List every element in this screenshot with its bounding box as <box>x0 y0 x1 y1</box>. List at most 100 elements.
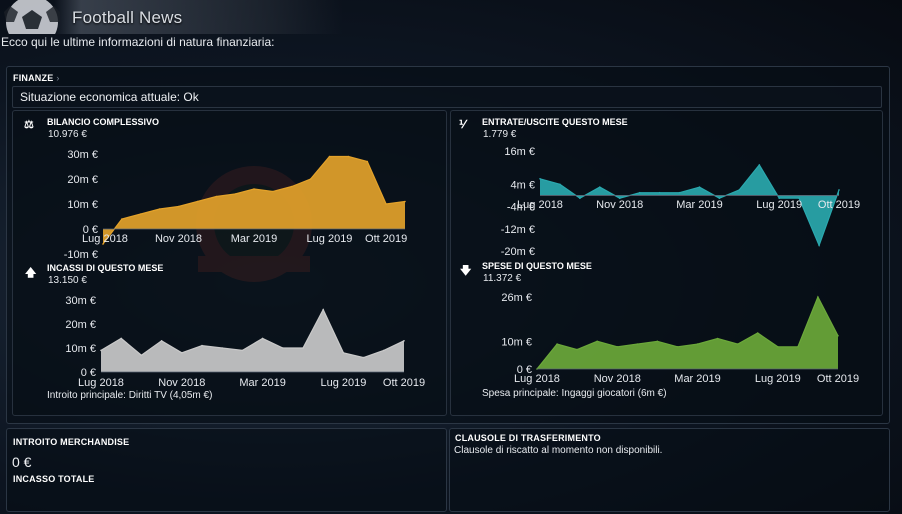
bilancio-point <box>177 205 180 208</box>
incassi-point <box>140 354 143 357</box>
finance-label-text: FINANZE <box>13 73 54 83</box>
expense-chart-title: SPESE DI QUESTO MESE <box>482 261 592 271</box>
entrate_uscite-point <box>718 197 721 199</box>
spese-point <box>837 335 839 337</box>
news-header: Football News <box>0 0 902 34</box>
entrate_uscite-point <box>638 191 641 194</box>
balance-chart-value: 10.976 € <box>48 129 87 140</box>
incassi-point <box>160 340 163 342</box>
spese-point <box>616 346 619 348</box>
spese-point <box>596 340 598 343</box>
incassi-point <box>261 337 264 340</box>
bilancio-y-tick-label: -10m € <box>64 249 98 261</box>
bilancio-x-tick-label: Mar 2019 <box>231 233 277 245</box>
arrow-down-icon: 🡇 <box>460 265 472 277</box>
bilancio-point <box>328 155 331 158</box>
incassi-x-tick-label: Nov 2018 <box>158 377 205 389</box>
spese-y-tick-label: 10m € <box>501 336 532 348</box>
income-chart-value: 13.150 € <box>48 275 87 286</box>
entrate_uscite-point <box>798 197 800 199</box>
spese-point <box>736 343 739 345</box>
entrate_uscite-point <box>818 244 820 247</box>
spese-point <box>636 343 639 345</box>
expense-chart-value: 11.372 € <box>483 273 522 284</box>
incassi-point <box>181 352 183 354</box>
entrate_uscite-point <box>758 164 761 166</box>
transfer-clauses-panel <box>449 428 890 512</box>
entrate_uscite-x-tick-label: Ott 2019 <box>818 199 860 211</box>
spese-x-tick-label: Lug 2019 <box>755 373 801 385</box>
incassi-point <box>241 349 244 352</box>
spese-x-tick-label: Mar 2019 <box>674 373 720 385</box>
financial-status-bar: Situazione economica attuale: Ok <box>12 86 882 108</box>
spese-y-tick-label: 0 € <box>517 364 532 376</box>
spese-point <box>576 348 578 351</box>
bilancio-x-tick-label: Ott 2019 <box>365 233 407 245</box>
bilancio-point <box>347 155 350 158</box>
spese-x-tick-label: Lug 2018 <box>514 373 560 385</box>
arrow-up-icon: 🡅 <box>25 267 37 279</box>
incassi-point <box>221 347 223 349</box>
bilancio-x-tick-label: Nov 2018 <box>155 233 202 245</box>
spese-point <box>756 332 759 334</box>
spese-point <box>656 340 659 343</box>
incassi-point <box>100 349 102 352</box>
bilancio-y-tick-label: 20m € <box>67 174 98 186</box>
incassi-y-tick-label: 20m € <box>65 319 96 331</box>
merchandise-label: INTROITO MERCHANDISE <box>13 437 130 447</box>
incassi-point <box>322 308 325 311</box>
entrate_uscite-area <box>540 164 839 246</box>
entrate_uscite-line <box>539 163 840 248</box>
income-main-source: Introito principale: Diritti TV (4,05m €… <box>47 390 213 401</box>
spese-x-tick-label: Ott 2019 <box>817 373 859 385</box>
transfer-clauses-text: Clausole di riscatto al momento non disp… <box>454 445 663 456</box>
football-icon <box>4 0 60 34</box>
bilancio-y-tick-label: 30m € <box>67 149 98 161</box>
bilancio-point <box>215 195 218 198</box>
entrate_uscite-x-tick-label: Nov 2018 <box>596 199 643 211</box>
expense-main-source: Spesa principale: Ingaggi giocatori (6m … <box>482 388 667 399</box>
incassi-x-tick-label: Mar 2019 <box>239 377 285 389</box>
financial-status-text: Situazione economica attuale: Ok <box>20 90 199 104</box>
bilancio-y-tick-label: 0 € <box>83 224 98 236</box>
bilancio-point <box>385 203 387 205</box>
incassi-point <box>362 356 365 359</box>
incassi-line <box>100 308 405 359</box>
incassi-point <box>383 349 385 352</box>
bilancio-y-tick-label: 10m € <box>67 199 98 211</box>
bilancio-x-tick-label: Lug 2018 <box>82 233 128 245</box>
finance-section-label[interactable]: FINANZE › <box>13 73 60 83</box>
spese-point <box>696 343 699 345</box>
incassi-x-tick-label: Lug 2018 <box>78 377 124 389</box>
bilancio-point <box>158 208 161 210</box>
incassi-area <box>101 309 404 372</box>
bilancio-point <box>121 218 123 220</box>
incassi-x-tick-label: Lug 2019 <box>320 377 366 389</box>
income-chart-title: INCASSI DI QUESTO MESE <box>47 263 164 273</box>
bilancio-point <box>272 190 274 193</box>
balance-icon: ⚖ <box>24 119 34 131</box>
entrate_uscite-y-tick-label: 16m € <box>504 146 535 158</box>
entrate_uscite-point <box>778 197 780 199</box>
total-income-label: INCASSO TOTALE <box>13 474 95 484</box>
percent-icon: ⅟ <box>459 119 466 131</box>
entrate_uscite-point <box>738 189 741 191</box>
entrate_uscite-point <box>698 186 701 188</box>
entrate_uscite-x-tick-label: Lug 2019 <box>756 199 802 211</box>
incassi-point <box>120 337 122 340</box>
entrate_uscite-y-tick-label: -12m € <box>501 224 535 236</box>
entrate_uscite-point <box>658 191 661 194</box>
spese-point <box>716 337 719 340</box>
intro-text: Ecco qui le ultime informazioni di natur… <box>1 35 275 49</box>
balance-chart-title: BILANCIO COMPLESSIVO <box>47 117 160 127</box>
incassi-y-tick-label: 30m € <box>65 295 96 307</box>
spese-point <box>556 343 558 345</box>
merchandise-panel <box>6 428 447 512</box>
bilancio-point <box>140 213 142 215</box>
bilancio-point <box>309 178 312 180</box>
merchandise-value: 0 € <box>12 454 32 470</box>
spese-line <box>536 295 839 370</box>
